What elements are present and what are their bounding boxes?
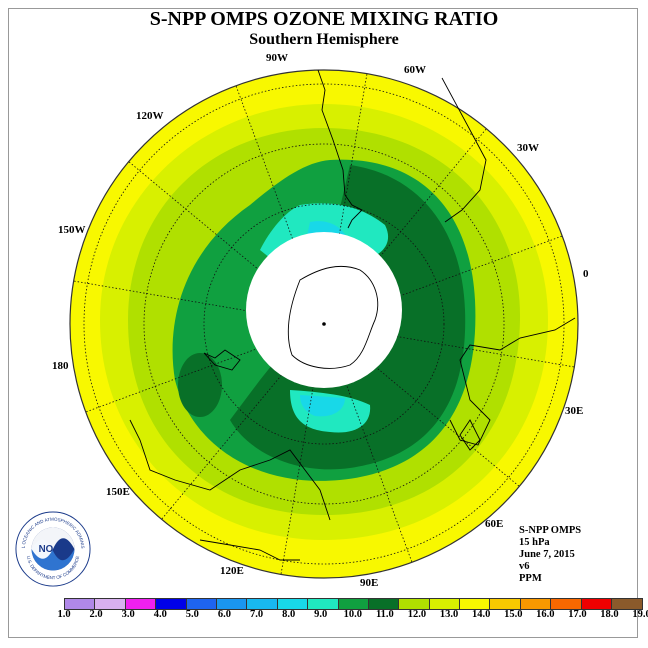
lon-label-180: 180 [52, 360, 69, 372]
coastlines [129, 69, 576, 561]
meta-version: v6 [519, 561, 530, 572]
colorbar-swatch [125, 599, 157, 609]
colorbar-label: 9.0 [314, 609, 328, 620]
colorbar-label: 6.0 [217, 609, 232, 620]
colorbar-swatch [95, 599, 126, 609]
colorbar-swatch [216, 599, 248, 609]
lon-label-60e: 60E [485, 518, 504, 530]
colorbar-swatch [338, 599, 369, 609]
meta-level: 15 hPa [519, 537, 550, 548]
colorbar-label: 17.0 [568, 609, 587, 620]
colorbar-swatch [460, 599, 491, 609]
lon-label-150e: 150E [106, 486, 130, 498]
lon-label-90e: 90E [360, 577, 379, 589]
colorbar-label: 18.0 [600, 609, 619, 620]
map-boundary [69, 69, 579, 579]
coast-south-america-east [441, 77, 487, 223]
coast-madagascar [459, 419, 481, 451]
meta-info: S-NPP OMPS 15 hPa June 7, 2015 v6 PPM [519, 525, 581, 585]
colorbar-swatch [551, 599, 582, 609]
colorbar-swatch [156, 599, 187, 609]
colorbar-label: 19.0 [632, 609, 648, 620]
lon-label-30e: 30E [565, 405, 584, 417]
colorbar-swatch [399, 599, 430, 609]
coast-indonesia [199, 539, 300, 561]
colorbar [64, 598, 644, 610]
colorbar-swatch [247, 599, 278, 609]
noaa-logo: NATIONAL OCEANIC AND ATMOSPHERIC ADMINIS… [14, 510, 91, 587]
coast-south-america [317, 69, 363, 229]
colorbar-label: 12.0 [407, 609, 427, 620]
colorbar-label: 7.0 [249, 609, 264, 620]
meta-instrument: S-NPP OMPS [519, 525, 582, 536]
colorbar-label: 14.0 [471, 609, 491, 620]
lon-label-120w: 120W [136, 110, 164, 122]
lon-label-30w: 30W [517, 142, 539, 154]
lon-label-120e: 120E [220, 565, 244, 577]
latitude-circle [203, 203, 445, 445]
coast-australia [129, 419, 331, 521]
lon-label-60w: 60W [404, 64, 426, 76]
colorbar-swatch [520, 599, 552, 609]
logo-text: NOAA [39, 544, 68, 555]
lon-label-0: 0 [583, 268, 589, 280]
colorbar-label: 3.0 [121, 609, 135, 620]
south-pole-marker [322, 322, 326, 326]
meta-units: PPM [519, 573, 542, 584]
colorbar-label: 1.0 [57, 609, 71, 620]
lon-label-90w: 90W [266, 52, 288, 64]
colorbar-swatch [429, 599, 461, 609]
colorbar-swatch [490, 599, 521, 609]
colorbar-label: 4.0 [153, 609, 167, 620]
colorbar-label: 16.0 [536, 609, 555, 620]
colorbar-label: 11.0 [376, 609, 394, 620]
colorbar-labels: 1.0 2.0 3.0 4.0 5.0 6.0 7.0 8.0 9.0 10.0 11.0 12.0 1… [0, 609, 648, 623]
colorbar-swatch [612, 599, 643, 609]
colorbar-swatch [308, 599, 339, 609]
colorbar-swatch [368, 599, 400, 609]
ozone-field [70, 70, 578, 578]
meta-date: June 7, 2015 [519, 549, 575, 560]
colorbar-swatch [186, 599, 217, 609]
colorbar-swatch [65, 599, 96, 609]
latitude-circle [143, 143, 505, 505]
colorbar-label: 15.0 [504, 609, 523, 620]
colorbar-label: 13.0 [439, 609, 459, 620]
page-subtitle: Southern Hemisphere [249, 31, 399, 48]
page-title: S-NPP OMPS OZONE MIXING RATIO [149, 8, 499, 30]
map-frame [8, 8, 638, 638]
colorbar-swatch [581, 599, 613, 609]
contour-11-west [178, 353, 222, 417]
lon-label-150w: 150W [58, 224, 86, 236]
colorbar-swatch [277, 599, 309, 609]
colorbar-label: 2.0 [89, 609, 103, 620]
coast-africa [449, 317, 576, 446]
colorbar-label: 10.0 [343, 609, 362, 620]
polar-night-mask [246, 232, 402, 388]
colorbar-label: 5.0 [185, 609, 199, 620]
colorbar-label: 8.0 [282, 609, 296, 620]
latitude-circle [83, 83, 565, 565]
coast-new-zealand [203, 349, 241, 371]
coast-antarctica [287, 265, 379, 369]
